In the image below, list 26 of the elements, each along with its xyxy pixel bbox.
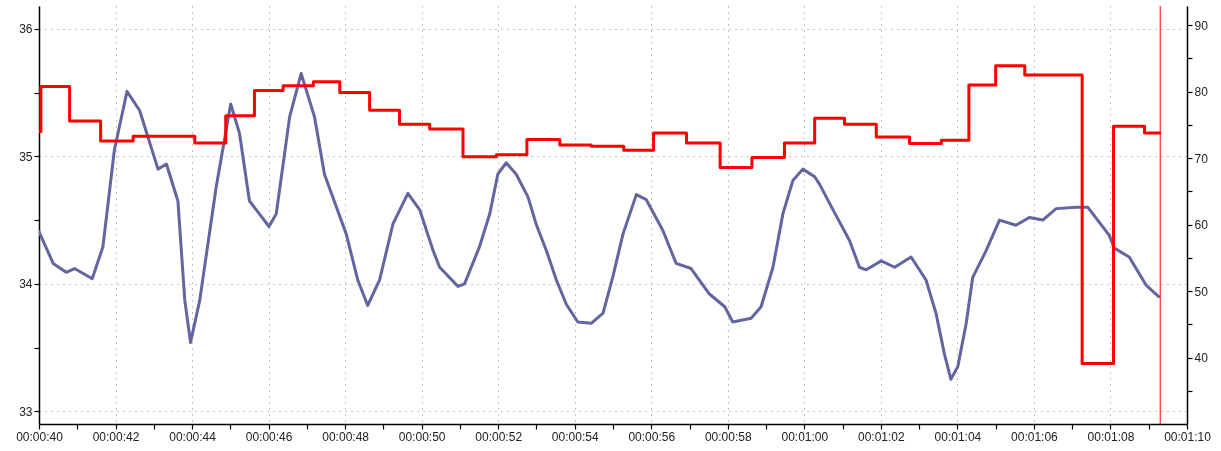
x-tick-label: 00:00:52: [475, 429, 523, 444]
x-tick-label: 00:01:08: [1087, 429, 1135, 444]
x-tick-label: 00:00:58: [704, 429, 752, 444]
y2-tick-label: 40: [1194, 351, 1209, 366]
y2-tick-label: 50: [1194, 284, 1209, 299]
y2-tick-label: 60: [1194, 218, 1209, 233]
y2-tick-label: 90: [1194, 18, 1209, 33]
y2-tick-label: 70: [1194, 151, 1209, 166]
y-tick-label: 34: [19, 277, 33, 292]
x-tick-label: 00:01:00: [781, 429, 829, 444]
x-tick-label: 00:01:06: [1011, 429, 1059, 444]
x-tick-label: 00:00:56: [628, 429, 676, 444]
x-tick-label: 00:00:54: [551, 429, 599, 444]
x-tick-label: 00:00:48: [322, 429, 370, 444]
x-tick-label: 00:00:40: [16, 429, 64, 444]
y-tick-label: 36: [19, 22, 33, 37]
y-tick-label: 33: [19, 404, 33, 419]
x-tick-label: 00:00:46: [245, 429, 293, 444]
x-tick-label: 00:01:10: [1164, 429, 1212, 444]
x-tick-label: 00:00:44: [169, 429, 217, 444]
x-tick-label: 00:01:02: [858, 429, 906, 444]
y2-tick-label: 80: [1194, 85, 1209, 100]
x-tick-label: 00:01:04: [934, 429, 982, 444]
y-tick-label: 35: [19, 149, 33, 164]
x-tick-label: 00:00:42: [92, 429, 140, 444]
x-tick-label: 00:00:50: [398, 429, 446, 444]
